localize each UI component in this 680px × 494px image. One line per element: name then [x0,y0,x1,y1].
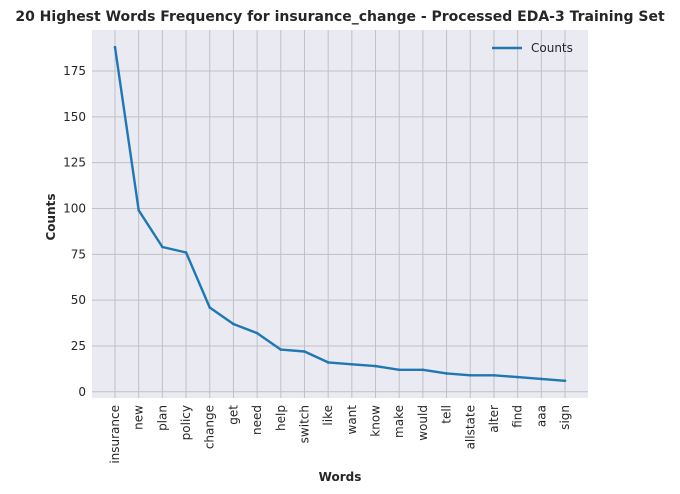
x-tick-label: make [392,405,406,438]
data-point [540,377,543,381]
x-tick-label: new [132,405,146,430]
x-tick-label: find [511,405,525,428]
data-point [326,361,330,364]
data-point [445,372,448,375]
x-tick-label: plan [155,405,169,431]
x-tick-label: insurance [108,405,122,464]
legend-label-counts: Counts [531,41,573,55]
y-gridlines [92,70,588,393]
y-tick-labels: 0 25 50 75 100 125 150 175 [63,64,86,399]
data-point [563,379,567,383]
data-point [161,245,164,249]
y-tick-label: 125 [63,156,86,170]
y-tick-label: 25 [71,339,86,353]
data-point [397,368,401,372]
x-tick-label: allstate [463,405,477,449]
x-tick-label: want [345,405,359,435]
data-point [113,45,117,49]
x-tick-label: need [250,405,264,435]
series-points [113,45,567,383]
legend: Counts [492,41,573,55]
data-point [516,375,519,379]
data-point [421,368,425,372]
data-point [468,373,472,377]
data-point [232,322,235,326]
data-point [279,348,283,351]
y-tick-label: 150 [63,110,86,124]
x-gridlines [114,30,566,398]
chart-title: 20 Highest Words Frequency for insurance… [15,9,665,25]
data-point [350,362,354,366]
x-axis-label: Words [319,470,362,484]
data-point [492,373,496,377]
data-point [374,364,377,368]
data-point [137,209,140,212]
y-axis-label: Counts [44,193,58,240]
x-tick-label: like [321,405,335,426]
y-tick-label: 100 [63,202,86,216]
x-tick-label: change [203,405,217,449]
y-tick-label: 175 [63,64,86,78]
data-point [255,331,259,335]
x-tick-label: would [416,405,430,441]
x-tick-label: alter [487,405,501,433]
x-tick-label: policy [179,405,193,440]
y-tick-label: 75 [71,247,86,261]
y-tick-label: 50 [71,293,86,307]
x-tick-label: aaa [534,405,548,427]
data-point [184,251,188,254]
y-tick-label: 0 [78,385,86,399]
x-tick-label: know [369,405,383,437]
x-tick-label: tell [440,405,454,424]
x-tick-label: help [274,405,288,431]
x-tick-label: sign [558,405,572,430]
x-tick-label: get [226,405,240,425]
plot-area [92,30,588,398]
series-line-counts [113,46,567,382]
x-tick-labels: insurance new plan policy change get need help s… [108,405,572,464]
data-point [208,306,212,309]
data-point [303,350,306,353]
x-tick-label: switch [297,405,311,443]
